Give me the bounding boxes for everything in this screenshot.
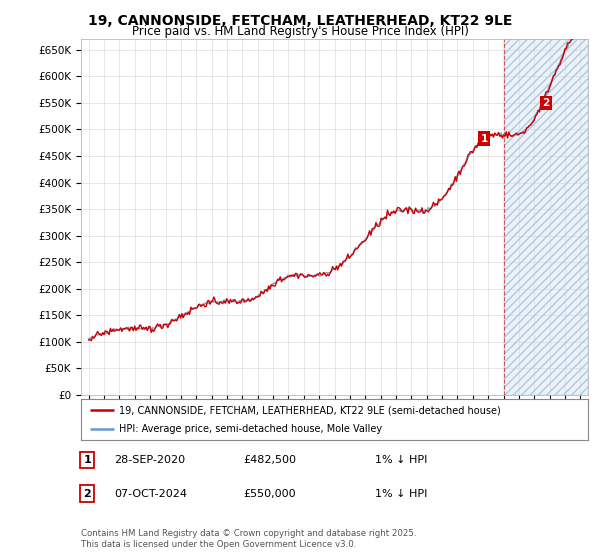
Text: £482,500: £482,500 [243, 455, 296, 465]
Text: 1: 1 [481, 134, 488, 144]
Text: 19, CANNONSIDE, FETCHAM, LEATHERHEAD, KT22 9LE (semi-detached house): 19, CANNONSIDE, FETCHAM, LEATHERHEAD, KT… [119, 405, 501, 415]
Text: 28-SEP-2020: 28-SEP-2020 [114, 455, 185, 465]
Text: 1% ↓ HPI: 1% ↓ HPI [375, 488, 427, 498]
Text: 2: 2 [542, 98, 550, 108]
Text: 1% ↓ HPI: 1% ↓ HPI [375, 455, 427, 465]
Text: 1: 1 [83, 455, 91, 465]
Text: 19, CANNONSIDE, FETCHAM, LEATHERHEAD, KT22 9LE: 19, CANNONSIDE, FETCHAM, LEATHERHEAD, KT… [88, 14, 512, 28]
Text: 2: 2 [83, 488, 91, 498]
Bar [503, 39, 588, 395]
Text: Price paid vs. HM Land Registry's House Price Index (HPI): Price paid vs. HM Land Registry's House … [131, 25, 469, 38]
Text: £550,000: £550,000 [243, 488, 296, 498]
Text: HPI: Average price, semi-detached house, Mole Valley: HPI: Average price, semi-detached house,… [119, 424, 382, 433]
Text: 07-OCT-2024: 07-OCT-2024 [114, 488, 187, 498]
Text: Contains HM Land Registry data © Crown copyright and database right 2025.
This d: Contains HM Land Registry data © Crown c… [81, 529, 416, 549]
